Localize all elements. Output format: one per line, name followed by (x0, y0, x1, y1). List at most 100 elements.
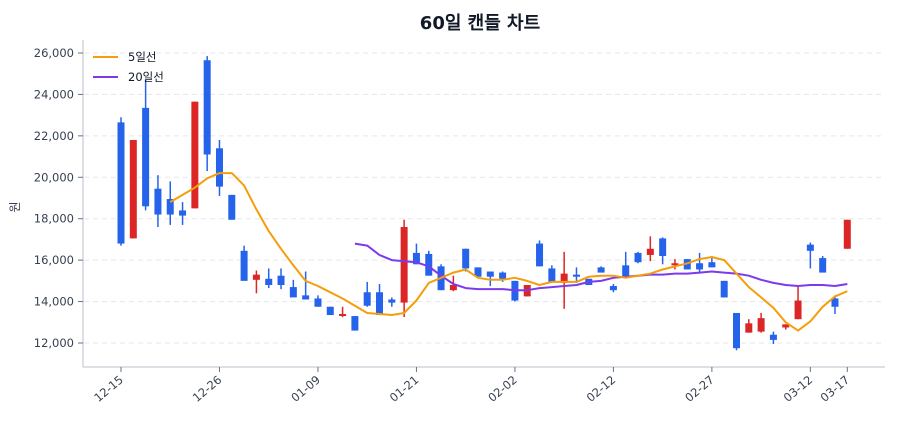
candle-body (659, 238, 667, 256)
candle-up (794, 285, 802, 320)
candle-body (339, 314, 347, 316)
candle-body (794, 300, 802, 320)
candle-down (302, 271, 310, 300)
candle-down (511, 280, 519, 302)
candle-body (228, 194, 236, 220)
candle-down (117, 117, 125, 246)
candle-body (831, 298, 839, 307)
x-tick-label: 03-12 (781, 373, 816, 405)
chart-title: 60일 캔들 차트 (420, 13, 540, 34)
candle-down (425, 250, 433, 276)
candle-down (215, 140, 223, 196)
candle-down (412, 243, 420, 265)
candle-body (486, 271, 494, 277)
candle-up (129, 140, 137, 239)
candle-body (289, 287, 297, 298)
candle-down (609, 283, 617, 293)
candle-body (179, 210, 187, 216)
legend-ma5-label: 5일선 (128, 50, 156, 64)
candle-body (240, 250, 248, 281)
y-tick-label: 14,000 (34, 295, 74, 309)
candle-body (314, 298, 322, 307)
candle-body (388, 299, 396, 303)
candle-down (486, 271, 494, 287)
candle-down (203, 56, 211, 172)
candle-body (363, 292, 371, 306)
candle-body (560, 273, 568, 283)
candle-body (646, 248, 654, 255)
candle-body (351, 316, 359, 331)
candle-body (252, 274, 260, 280)
candle-body (142, 107, 150, 207)
candle-body (733, 312, 740, 349)
candle-body (400, 227, 408, 303)
candle-down (363, 281, 371, 307)
candle-up (339, 306, 347, 318)
candle-body (671, 263, 679, 266)
candle-down (733, 312, 740, 351)
candle-body (622, 265, 630, 278)
y-tick-label: 26,000 (34, 46, 74, 60)
candle-body (708, 262, 716, 268)
candle-body (449, 285, 457, 291)
x-tick-label: 01-21 (387, 373, 422, 405)
candle-up (745, 319, 753, 333)
candle-down (166, 181, 174, 225)
candle-down (708, 257, 716, 268)
legend: 5일선 20일선 (93, 50, 164, 84)
candle-body (129, 140, 137, 239)
candle-body (769, 334, 777, 340)
candle-body (696, 263, 704, 270)
candle-body (843, 219, 851, 249)
candle-body (499, 272, 507, 279)
candle-body (720, 280, 728, 298)
candle-body (154, 188, 162, 215)
x-tick-label: 01-09 (288, 373, 323, 405)
candle-down (622, 251, 630, 278)
candle-down (572, 267, 580, 283)
y-tick-label: 24,000 (34, 87, 74, 101)
x-tick-label: 02-12 (584, 373, 619, 405)
candle-down (376, 283, 384, 316)
candle-down (289, 279, 297, 298)
x-tick-label: 12-26 (190, 373, 225, 405)
candle-body (326, 306, 334, 316)
candle-down (597, 266, 605, 273)
x-tick-label: 03-17 (818, 373, 853, 405)
y-axis-title: 원 (8, 201, 22, 212)
candle-body (782, 324, 790, 328)
y-tick-label: 18,000 (34, 212, 74, 226)
gridlines (84, 52, 885, 344)
candle-down (536, 240, 544, 267)
candle-body (376, 292, 384, 316)
y-axis-ticks: 12,000 14,000 16,000 18,000 20,000 22,000 24,0… (34, 46, 83, 350)
candle-down (659, 237, 667, 265)
candle-body (536, 243, 544, 267)
candle-body (462, 248, 470, 269)
candle-up (252, 270, 260, 294)
candle-body (819, 258, 827, 273)
candle-down (819, 256, 827, 273)
candle-up (782, 324, 790, 330)
candle-down (696, 252, 704, 274)
candle-down (240, 245, 248, 281)
candle-down (548, 265, 556, 282)
candle-body (117, 122, 125, 244)
candle-up (191, 101, 199, 209)
candle-down (154, 175, 162, 227)
candle-down (228, 194, 236, 220)
ma5-line (169, 172, 848, 332)
candle-body (634, 252, 642, 263)
candle-body (277, 275, 285, 285)
x-axis-ticks: 12-15 12-26 01-09 01-21 02-02 02-12 02-27 03-12… (91, 367, 852, 405)
candle-body (597, 267, 605, 273)
candle-body (265, 278, 273, 285)
candle-body (757, 318, 765, 332)
candle-down (179, 202, 187, 225)
candle-body (191, 101, 199, 209)
candle-down (277, 268, 285, 290)
legend-ma20-label: 20일선 (128, 70, 164, 84)
candle-up (843, 219, 851, 249)
y-tick-label: 20,000 (34, 170, 74, 184)
